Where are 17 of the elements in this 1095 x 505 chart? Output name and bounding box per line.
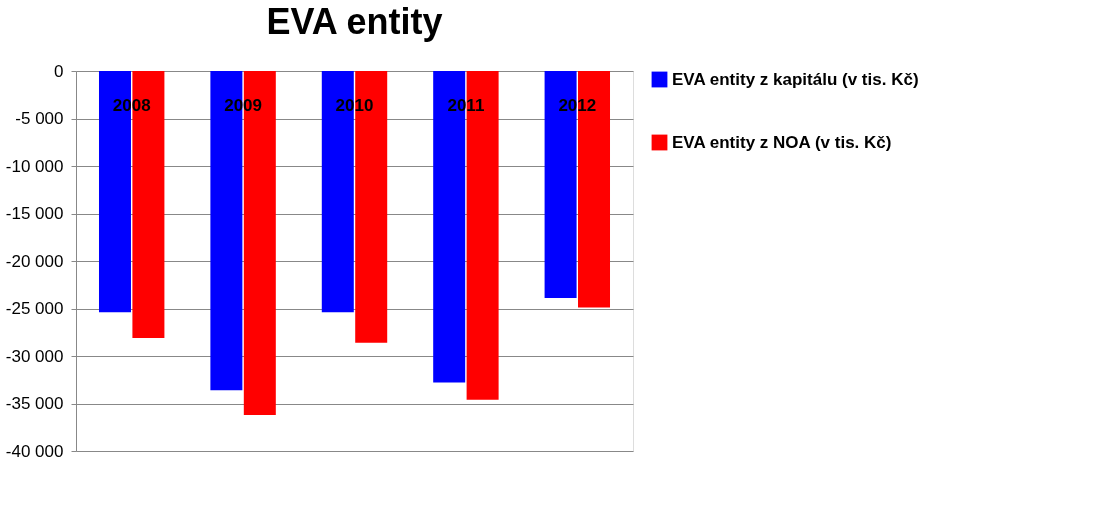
- y-tick-label: -5 000: [15, 109, 64, 128]
- x-tick-label: 2009: [224, 96, 263, 115]
- y-tick-label: -35 000: [5, 394, 64, 413]
- y-tick-label: -30 000: [5, 346, 64, 366]
- chart-title: EVA entity: [266, 1, 443, 42]
- x-tick-label: 2010: [335, 96, 374, 115]
- x-tick-label: 2008: [112, 96, 151, 115]
- y-tick-label: 0: [54, 61, 64, 81]
- y-tick-label: -20 000: [5, 251, 64, 271]
- y-tick-label: -15 000: [5, 204, 64, 223]
- x-tick-label: 2012: [558, 96, 597, 115]
- legend-label: EVA entity z kapitálu (v tis. Kč): [672, 69, 919, 89]
- y-tick-label: -25 000: [5, 299, 64, 318]
- y-tick-label: -40 000: [5, 441, 64, 461]
- legend-label: EVA entity z NOA (v tis. Kč): [672, 132, 892, 152]
- y-tick-label: -10 000: [5, 156, 64, 176]
- x-tick-label: 2011: [447, 96, 485, 115]
